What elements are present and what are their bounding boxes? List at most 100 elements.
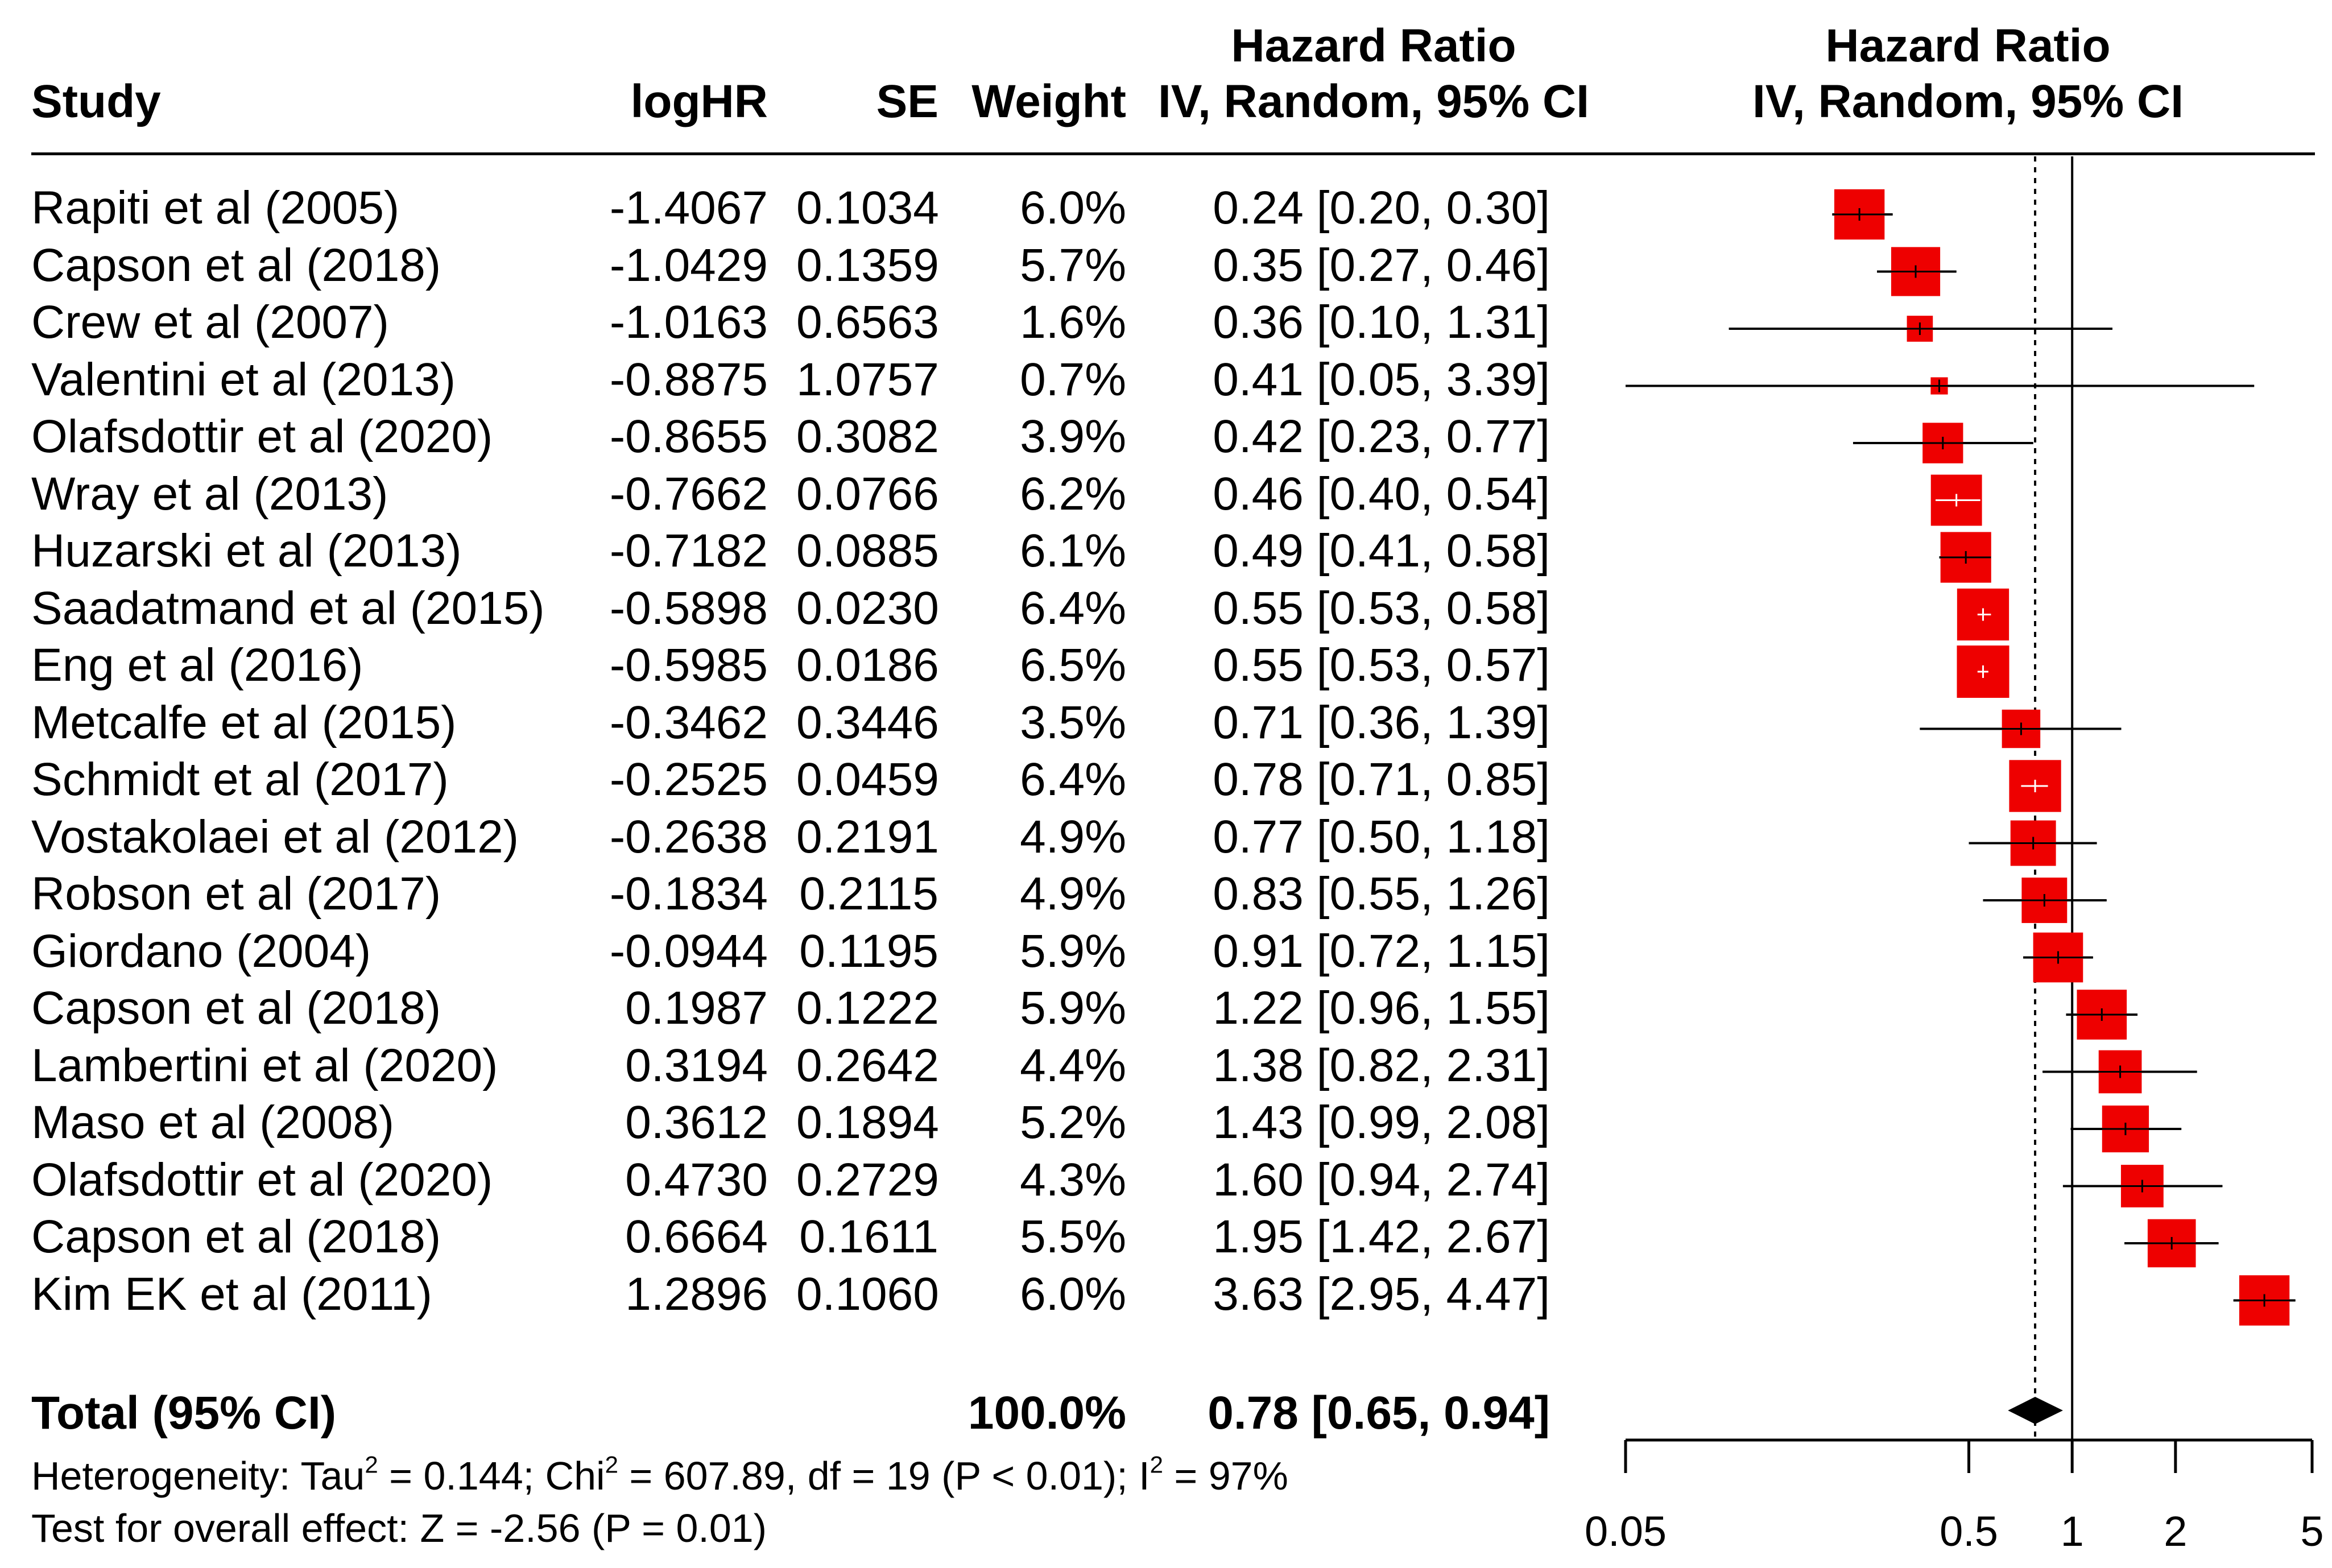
- study-weight: 6.1%: [1020, 525, 1126, 577]
- study-loghr: -0.2638: [609, 810, 768, 863]
- study-name: Robson et al (2017): [31, 868, 441, 920]
- study-se: 0.0459: [796, 754, 939, 805]
- study-name: Giordano (2004): [31, 925, 371, 977]
- study-se: 0.1195: [799, 925, 938, 977]
- overall-effect-text: Test for overall effect: Z = -2.56 (P = …: [31, 1506, 767, 1550]
- header-study: Study: [31, 76, 161, 127]
- study-se: 0.2642: [796, 1039, 939, 1091]
- study-weight: 6.5%: [1020, 639, 1126, 691]
- x-tick-label: 0.05: [1585, 1508, 1667, 1555]
- study-ci: 1.38 [0.82, 2.31]: [1213, 1039, 1550, 1091]
- study-ci: 3.63 [2.95, 4.47]: [1213, 1268, 1550, 1320]
- x-tick-label: 1: [2061, 1508, 2084, 1555]
- plot-header-line2: IV, Random, 95% CI: [1752, 76, 2184, 127]
- study-se: 1.0757: [796, 353, 939, 406]
- study-weight: 5.9%: [1020, 925, 1126, 977]
- study-name: Rapiti et al (2005): [31, 182, 400, 234]
- total-ci: 0.78 [0.65, 0.94]: [1208, 1387, 1550, 1439]
- study-name: Olafsdottir et al (2020): [31, 411, 493, 462]
- study-loghr: 0.4730: [625, 1153, 768, 1206]
- study-loghr: -1.0429: [609, 239, 768, 291]
- x-tick-label: 5: [2300, 1508, 2323, 1555]
- study-se: 0.1222: [796, 982, 939, 1034]
- study-weight: 6.0%: [1020, 182, 1126, 234]
- study-loghr: -0.8875: [609, 353, 768, 406]
- study-name: Capson et al (2018): [31, 1211, 441, 1263]
- study-loghr: -0.7182: [609, 525, 768, 577]
- study-name: Olafsdottir et al (2020): [31, 1153, 493, 1206]
- header-hr-line1: Hazard Ratio: [1231, 20, 1516, 72]
- study-loghr: -0.7662: [609, 467, 768, 520]
- study-name: Saadatmand et al (2015): [31, 582, 545, 634]
- study-name: Maso et al (2008): [31, 1097, 395, 1148]
- study-se: 0.0885: [796, 525, 939, 577]
- study-name: Capson et al (2018): [31, 982, 441, 1034]
- study-ci: 0.78 [0.71, 0.85]: [1213, 754, 1550, 805]
- study-loghr: -0.0944: [609, 925, 768, 977]
- study-ci: 0.77 [0.50, 1.18]: [1213, 810, 1550, 863]
- study-ci: 0.91 [0.72, 1.15]: [1213, 925, 1550, 977]
- study-ci: 0.24 [0.20, 0.30]: [1213, 182, 1550, 234]
- study-weight: 0.7%: [1020, 353, 1126, 406]
- study-ci: 0.36 [0.10, 1.31]: [1213, 296, 1550, 348]
- study-se: 0.1611: [799, 1211, 938, 1263]
- study-ci: 0.49 [0.41, 0.58]: [1213, 525, 1550, 577]
- study-ci: 0.35 [0.27, 0.46]: [1213, 239, 1550, 291]
- study-se: 0.0230: [796, 582, 939, 634]
- study-se: 0.3082: [796, 411, 939, 462]
- study-weight: 1.6%: [1020, 296, 1126, 348]
- study-weight: 3.9%: [1020, 411, 1126, 462]
- study-se: 0.6563: [796, 296, 939, 348]
- study-loghr: -0.5985: [609, 639, 768, 691]
- study-weight: 4.3%: [1020, 1153, 1126, 1206]
- x-tick-label: 2: [2164, 1508, 2187, 1555]
- study-loghr: -0.3462: [609, 696, 768, 748]
- study-loghr: 0.6664: [625, 1211, 768, 1263]
- study-name: Lambertini et al (2020): [31, 1039, 498, 1091]
- study-ci: 0.46 [0.40, 0.54]: [1213, 467, 1550, 520]
- study-name: Huzarski et al (2013): [31, 525, 462, 577]
- header-hr-line2: IV, Random, 95% CI: [1158, 76, 1589, 127]
- heterogeneity-text: Heterogeneity: Tau2 = 0.144; Chi2 = 607.…: [31, 1451, 1288, 1498]
- study-ci: 0.71 [0.36, 1.39]: [1213, 696, 1550, 748]
- study-weight: 5.5%: [1020, 1211, 1126, 1263]
- study-se: 0.1894: [796, 1097, 939, 1148]
- study-se: 0.1359: [796, 239, 939, 291]
- study-ci: 1.43 [0.99, 2.08]: [1213, 1097, 1550, 1148]
- study-ci: 0.83 [0.55, 1.26]: [1213, 868, 1550, 920]
- study-weight: 5.9%: [1020, 982, 1126, 1034]
- study-weight: 6.4%: [1020, 582, 1126, 634]
- study-ci: 0.55 [0.53, 0.58]: [1213, 582, 1550, 634]
- study-loghr: -0.5898: [609, 582, 768, 634]
- study-se: 0.1060: [796, 1268, 939, 1320]
- total-label: Total (95% CI): [31, 1387, 337, 1439]
- study-weight: 4.4%: [1020, 1039, 1126, 1091]
- header-weight: Weight: [971, 76, 1126, 127]
- header-loghr: logHR: [630, 76, 768, 127]
- study-loghr: 0.3194: [625, 1039, 768, 1091]
- study-name: Wray et al (2013): [31, 467, 388, 520]
- study-name: Valentini et al (2013): [31, 353, 456, 406]
- study-se: 0.2191: [796, 810, 939, 863]
- study-se: 0.1034: [796, 182, 939, 234]
- study-se: 0.0186: [796, 639, 939, 691]
- study-loghr: -1.4067: [609, 182, 768, 234]
- study-ci: 0.41 [0.05, 3.39]: [1213, 353, 1550, 406]
- study-loghr: -0.1834: [609, 868, 768, 920]
- study-loghr: -1.0163: [609, 296, 768, 348]
- study-weight: 5.2%: [1020, 1097, 1126, 1148]
- header-se: SE: [876, 76, 938, 127]
- study-se: 0.2115: [799, 868, 938, 920]
- header-divider: [31, 152, 2315, 155]
- total-weight: 100.0%: [967, 1387, 1126, 1439]
- study-name: Schmidt et al (2017): [31, 754, 449, 805]
- study-weight: 5.7%: [1020, 239, 1126, 291]
- x-tick-label: 0.5: [1940, 1508, 1998, 1555]
- study-se: 0.3446: [796, 696, 939, 748]
- study-name: Vostakolaei et al (2012): [31, 810, 519, 863]
- study-loghr: -0.8655: [609, 411, 768, 462]
- study-weight: 6.0%: [1020, 1268, 1126, 1320]
- study-name: Crew et al (2007): [31, 296, 389, 348]
- plot-header-line1: Hazard Ratio: [1825, 20, 2111, 72]
